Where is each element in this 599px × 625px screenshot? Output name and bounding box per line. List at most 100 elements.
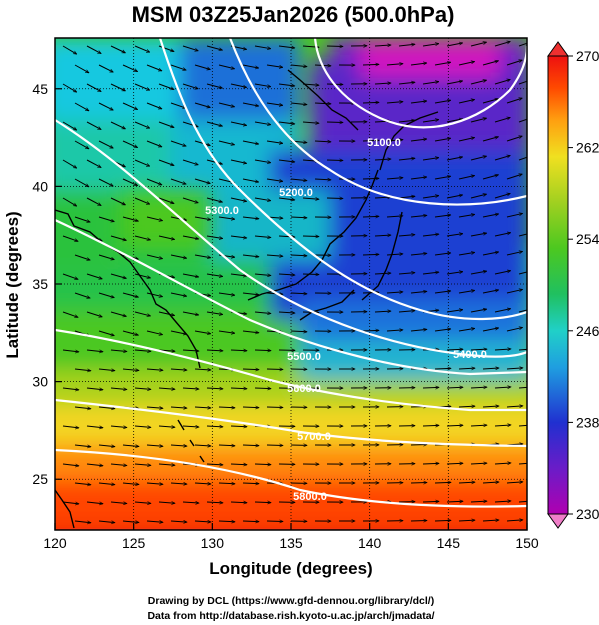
wind-arrow <box>362 102 379 103</box>
wind-arrow <box>170 102 186 108</box>
wind-arrow <box>458 482 475 483</box>
wind-arrow <box>422 120 439 123</box>
wind-arrow <box>410 215 427 217</box>
wind-arrow <box>122 483 139 484</box>
wind-arrow <box>230 273 247 276</box>
wind-arrow <box>482 328 499 332</box>
wind-arrow <box>290 179 307 181</box>
contour-line <box>55 398 527 448</box>
wind-arrow <box>494 271 511 275</box>
wind-arrow <box>410 139 427 142</box>
wind-arrow <box>182 197 198 203</box>
wind-arrow <box>494 155 510 161</box>
wind-arrow <box>74 140 89 150</box>
wind-arrow <box>194 254 211 258</box>
wind-arrow <box>62 121 77 131</box>
coastline <box>299 289 355 321</box>
coastline <box>55 489 75 529</box>
wind-arrow <box>422 196 439 199</box>
wind-arrow <box>458 214 475 218</box>
wind-arrow <box>206 273 223 276</box>
wind-arrow <box>494 79 510 85</box>
wind-arrow <box>254 83 271 87</box>
wind-arrow <box>278 274 295 275</box>
wind-arrow <box>470 387 487 388</box>
wind-arrow <box>146 407 163 408</box>
wind-arrow <box>482 252 499 256</box>
field-patch <box>180 38 300 128</box>
wind-arrow <box>470 118 487 123</box>
wind-arrow <box>386 254 403 255</box>
wind-arrow <box>266 140 283 143</box>
field-patch <box>55 190 120 270</box>
wind-arrow <box>470 80 487 85</box>
wind-arrow <box>470 309 487 313</box>
coastline <box>287 69 359 131</box>
wind-arrow <box>218 292 235 295</box>
wind-arrow <box>410 329 427 331</box>
wind-arrow <box>254 274 271 276</box>
wind-arrow <box>254 197 271 201</box>
wind-arrow <box>374 273 391 274</box>
wind-arrow <box>134 83 150 91</box>
wind-arrow <box>446 234 463 237</box>
wind-arrow <box>146 330 163 335</box>
coastline <box>55 209 201 369</box>
wind-arrow <box>446 43 463 47</box>
wind-arrow <box>122 445 139 446</box>
wind-arrow <box>326 160 343 161</box>
wind-arrow <box>146 369 163 370</box>
wind-arrow <box>494 425 511 426</box>
contour-label: 5600.0 <box>287 383 321 395</box>
wind-arrow <box>218 521 235 522</box>
wind-arrow <box>98 178 113 187</box>
credit-drawing: Drawing by DCL (https://www.gfd-dennou.o… <box>148 595 434 607</box>
x-tick-label: 120 <box>43 535 67 551</box>
wind-arrow <box>506 368 523 369</box>
wind-arrow <box>278 159 295 162</box>
wind-arrow <box>458 368 475 369</box>
wind-arrow <box>110 121 125 130</box>
wind-arrow <box>398 158 415 160</box>
chart-title: MSM 03Z25Jan2026 (500.0hPa) <box>132 2 455 27</box>
wind-arrow <box>110 388 127 390</box>
x-tick-label: 135 <box>279 535 303 551</box>
wind-arrow <box>182 121 198 127</box>
wind-arrow <box>218 64 235 69</box>
wind-arrow <box>146 254 163 259</box>
x-axis: 120 125 130 135 140 145 150 <box>43 523 539 551</box>
wind-arrow <box>158 464 175 465</box>
wind-arrow <box>242 407 259 408</box>
wind-arrow <box>206 159 222 164</box>
wind-arrow <box>470 349 487 350</box>
wind-arrow <box>386 330 403 331</box>
colorbar-tick-label: 254 <box>576 231 599 247</box>
wind-arrow <box>230 159 247 163</box>
y-tick-label: 40 <box>32 178 48 194</box>
wind-arrow <box>494 501 511 502</box>
wind-arrow <box>146 216 163 221</box>
wind-arrow <box>458 62 475 66</box>
wind-arrow <box>266 102 283 105</box>
colorbar-tick-label: 238 <box>576 414 599 430</box>
wind-arrow <box>314 103 331 104</box>
wind-arrow <box>134 464 151 465</box>
wind-arrow <box>170 445 187 446</box>
wind-arrow <box>386 178 403 179</box>
wind-arrow <box>98 64 113 73</box>
wind-arrow <box>62 159 77 169</box>
wind-arrow <box>194 64 210 69</box>
wind-arrow <box>422 387 439 388</box>
contour-label: 5700.0 <box>297 431 331 443</box>
wind-arrow <box>74 292 90 298</box>
wind-arrow <box>242 369 259 370</box>
wind-arrow <box>74 368 91 371</box>
wind-arrow <box>62 45 77 55</box>
wind-arrow <box>434 291 451 294</box>
wind-arrow <box>170 369 187 370</box>
wind-arrow <box>482 368 499 369</box>
wind-arrow <box>110 235 126 240</box>
wind-arrow <box>398 273 415 274</box>
y-tick-label: 35 <box>32 276 48 292</box>
